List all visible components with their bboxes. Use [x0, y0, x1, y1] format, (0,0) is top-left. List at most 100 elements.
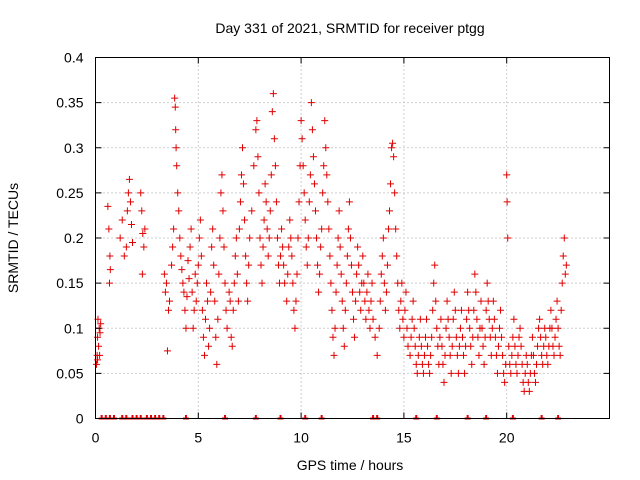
data-point — [307, 99, 315, 107]
data-point — [187, 225, 195, 233]
y-tick-label: 0.4 — [64, 50, 84, 66]
data-point — [218, 171, 226, 179]
data-point — [127, 220, 135, 228]
data-point — [232, 234, 240, 242]
data-point — [531, 378, 539, 386]
data-point — [178, 266, 186, 274]
data-point — [277, 252, 285, 260]
data-point — [287, 234, 295, 242]
data-point — [95, 342, 103, 350]
data-point — [97, 320, 105, 328]
data-point — [419, 369, 427, 377]
data-point — [284, 270, 292, 278]
data-point — [389, 139, 397, 147]
data-point — [299, 162, 307, 170]
data-point — [243, 279, 251, 287]
data-point — [432, 297, 440, 305]
data-point — [413, 369, 421, 377]
data-point — [294, 234, 302, 242]
data-point — [196, 216, 204, 224]
data-point — [229, 306, 237, 314]
data-point — [352, 297, 360, 305]
data-point — [272, 198, 280, 206]
data-point — [380, 279, 388, 287]
data-point — [430, 279, 438, 287]
data-point — [265, 234, 273, 242]
data-point — [438, 342, 446, 350]
data-point — [391, 189, 399, 197]
y-tick-label: 0.15 — [56, 275, 83, 291]
data-point — [500, 369, 508, 377]
y-axis-label: SRMTID / TECUs — [5, 183, 21, 293]
y-tick-label: 0.2 — [64, 230, 84, 246]
data-point — [123, 207, 131, 215]
data-point — [318, 225, 326, 233]
data-point — [188, 288, 196, 296]
data-point — [366, 324, 374, 332]
data-point — [367, 297, 375, 305]
data-point — [450, 288, 458, 296]
data-point — [480, 360, 488, 368]
data-point — [195, 234, 203, 242]
data-point — [302, 243, 310, 251]
data-point — [310, 180, 318, 188]
data-point — [357, 306, 365, 314]
data-point — [120, 252, 128, 260]
data-point — [139, 229, 147, 237]
data-point — [535, 324, 543, 332]
data-points — [93, 90, 570, 395]
data-point — [542, 333, 550, 341]
data-point — [203, 279, 211, 287]
data-point — [281, 279, 289, 287]
data-point — [316, 270, 324, 278]
data-point — [554, 324, 562, 332]
data-point — [129, 239, 137, 247]
data-point — [221, 279, 229, 287]
data-point — [457, 306, 465, 314]
data-point — [209, 225, 217, 233]
data-point — [433, 324, 441, 332]
data-point — [504, 234, 512, 242]
data-point — [211, 297, 219, 305]
data-point — [225, 288, 233, 296]
data-point — [217, 189, 225, 197]
data-point — [239, 144, 247, 152]
data-point — [509, 333, 517, 341]
data-point — [220, 243, 228, 251]
data-point — [474, 333, 482, 341]
data-point — [223, 324, 231, 332]
data-point — [416, 315, 424, 323]
data-point — [420, 351, 428, 359]
y-tick-label: 0.35 — [56, 95, 83, 111]
data-point — [96, 329, 104, 337]
data-point — [437, 315, 445, 323]
data-point — [382, 288, 390, 296]
data-point — [557, 306, 565, 314]
y-tick-label: 0 — [76, 411, 84, 427]
data-point — [515, 333, 523, 341]
data-point — [198, 306, 206, 314]
data-point — [445, 333, 453, 341]
data-point — [205, 342, 213, 350]
y-tick-label: 0.05 — [56, 365, 83, 381]
data-point — [561, 270, 569, 278]
data-point — [463, 315, 471, 323]
data-point — [230, 279, 238, 287]
data-point — [204, 297, 212, 305]
data-point — [458, 333, 466, 341]
data-point — [446, 351, 454, 359]
data-point — [213, 360, 221, 368]
data-point — [280, 261, 288, 269]
data-point — [248, 207, 256, 215]
data-point — [489, 297, 497, 305]
data-point — [359, 252, 367, 260]
data-point — [388, 144, 396, 152]
data-point — [483, 279, 491, 287]
data-point — [529, 351, 537, 359]
data-point — [381, 306, 389, 314]
data-point — [181, 306, 189, 314]
data-point — [448, 342, 456, 350]
data-point — [290, 306, 298, 314]
data-point — [517, 342, 525, 350]
data-point — [219, 207, 227, 215]
